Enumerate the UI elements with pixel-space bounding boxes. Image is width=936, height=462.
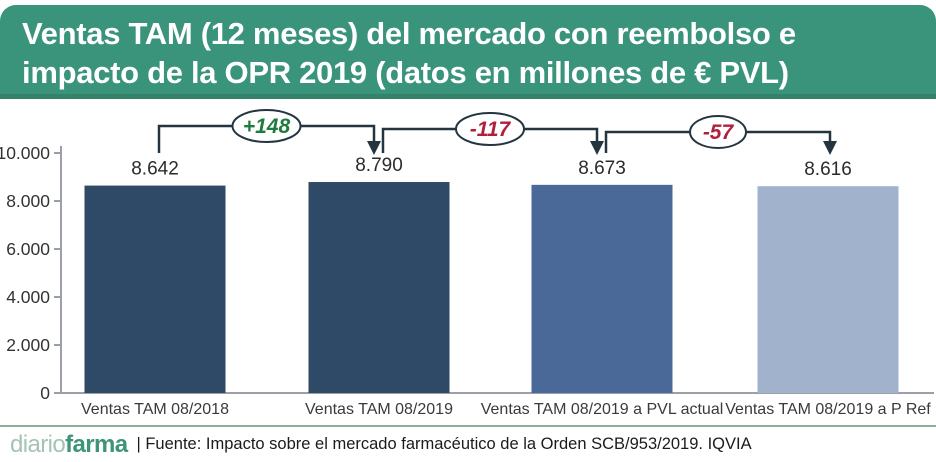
footer: diariofarma | Fuente: Impacto sobre el m… <box>0 425 936 462</box>
connector-arrowhead <box>590 141 604 155</box>
logo-prefix: diario <box>10 430 66 458</box>
page-title-line-2: impacto de la OPR 2019 (datos en millone… <box>22 55 789 90</box>
y-tick-label: 10.000 <box>0 143 50 163</box>
change-bubble <box>689 115 747 149</box>
bar-value-label: 8.616 <box>804 159 852 180</box>
bar-category-label: Ventas TAM 08/2019 a P Ref <box>725 401 931 418</box>
title-banner: Ventas TAM (12 meses) del mercado con re… <box>0 5 936 99</box>
change-bubble <box>231 109 302 143</box>
bar-value-label: 8.673 <box>578 158 626 179</box>
bar-category-label: Ventas TAM 08/2019 a PVL actual <box>481 401 724 418</box>
change-bubble-label: -117 <box>470 118 512 141</box>
connector-arrowhead <box>367 141 381 155</box>
page-title-line-1: Ventas TAM (12 meses) del mercado con re… <box>22 16 796 51</box>
y-tick-label: 8.000 <box>6 191 50 211</box>
y-tick-label: 4.000 <box>6 287 50 307</box>
source-citation: | Fuente: Impacto sobre el mercado farma… <box>136 435 752 453</box>
change-bubble-label: +148 <box>243 115 291 138</box>
change-bubble <box>455 112 525 146</box>
bar <box>308 182 450 393</box>
logo-suffix: farma <box>65 430 128 458</box>
change-bubble-label: -57 <box>703 121 735 144</box>
bar <box>757 186 899 393</box>
bar-value-label: 8.790 <box>355 155 403 176</box>
bar <box>531 184 673 393</box>
bar-category-label: Ventas TAM 08/2019 <box>305 401 453 418</box>
diariofarma-logo: diariofarma <box>10 430 128 459</box>
y-tick-label: 2.000 <box>6 335 50 355</box>
y-tick-label: 0 <box>40 383 50 403</box>
y-tick-label: 6.000 <box>6 239 50 259</box>
connector-arrowhead <box>823 141 837 155</box>
bar-value-label: 8.642 <box>131 159 179 180</box>
bar-category-label: Ventas TAM 08/2018 <box>81 401 229 418</box>
bar <box>84 185 226 393</box>
